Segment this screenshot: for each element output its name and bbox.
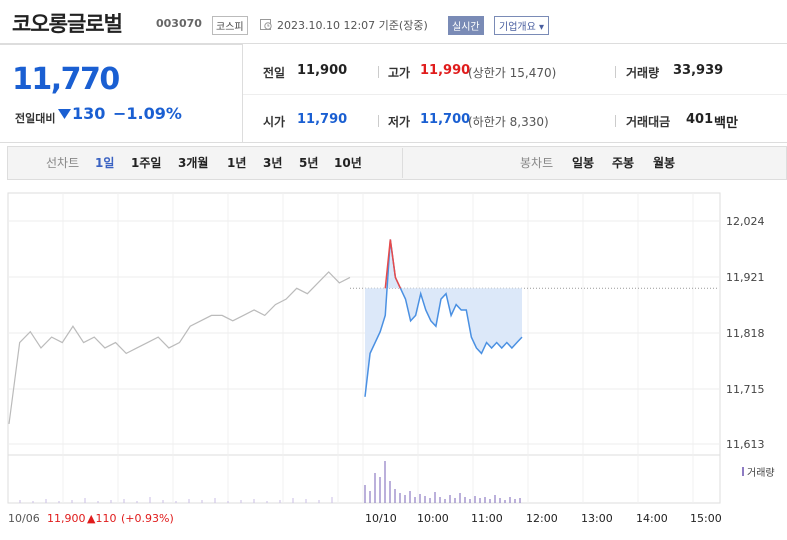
separator: [615, 115, 616, 127]
volume-legend-swatch: [742, 467, 744, 476]
open-label: 시가: [263, 115, 286, 129]
period-bar: [7, 146, 787, 180]
y-tick-label: 11,613: [726, 438, 765, 451]
x-tick-label: 11:00: [471, 512, 503, 525]
low-label: 저가: [388, 115, 411, 129]
x-tick-label: 10:00: [417, 512, 449, 525]
prev-close-value: 11,900: [297, 63, 348, 78]
volume-label: 거래량: [626, 66, 660, 80]
x-tick-label: 10/06: [8, 512, 40, 525]
lower-limit: (하한가 8,330): [468, 115, 549, 129]
high-label: 고가: [388, 66, 411, 80]
compare-label: 전일대비: [15, 112, 56, 125]
market-badge: 코스피: [212, 16, 248, 35]
period-daily-candle[interactable]: 일봉: [572, 156, 595, 170]
low-value: 11,700: [420, 112, 471, 127]
realtime-button[interactable]: 실시간: [448, 16, 484, 35]
separator: [378, 66, 379, 78]
company-overview-dropdown[interactable]: 기업개요 ▾: [494, 16, 549, 35]
volume-legend-label: 거래량: [747, 468, 775, 479]
volume-panel-border: [7, 454, 721, 504]
prev-day-line: [8, 271, 351, 425]
period-1day[interactable]: 1일: [95, 156, 115, 170]
prev-close-label: 전일: [263, 66, 286, 80]
y-tick-label: 11,818: [726, 327, 765, 340]
period-3year[interactable]: 3년: [263, 156, 283, 170]
timestamp: 2023.10.10 12:07 기준(장중): [277, 19, 428, 32]
prev-day-rate: (+0.93%): [121, 512, 174, 525]
y-tick-label: 11,921: [726, 271, 765, 284]
period-weekly-candle[interactable]: 주봉: [612, 156, 635, 170]
volume-legend: 거래량: [742, 464, 775, 479]
x-tick-label: 12:00: [526, 512, 558, 525]
prev-day-change: ▲110: [87, 512, 117, 525]
period-1week[interactable]: 1주일: [131, 156, 162, 170]
x-tick-label: 13:00: [581, 512, 613, 525]
amount-value: 401: [686, 112, 714, 127]
stock-code: 003070: [156, 17, 202, 30]
period-3month[interactable]: 3개월: [178, 156, 209, 170]
down-triangle-icon: [58, 109, 71, 119]
period-10year[interactable]: 10년: [334, 156, 362, 170]
stats-bottom-rule: [243, 142, 787, 143]
line-chart-label: 선차트: [46, 156, 80, 170]
price-chart: [7, 192, 721, 504]
today-area: [365, 239, 522, 397]
stock-name: 코오롱글로벌: [12, 12, 123, 36]
price-box: [0, 44, 243, 143]
upper-limit: (상한가 15,470): [468, 66, 557, 80]
high-value: 11,990: [420, 63, 471, 78]
period-monthly-candle[interactable]: 월봉: [653, 156, 676, 170]
period-5year[interactable]: 5년: [299, 156, 319, 170]
y-tick-label: 11,715: [726, 383, 765, 396]
change-rate: −1.09%: [113, 104, 182, 123]
amount-unit: 백만: [714, 116, 738, 131]
y-tick-label: 12,024: [726, 215, 765, 228]
current-price: 11,770: [12, 62, 120, 97]
volume-value: 33,939: [673, 63, 724, 78]
period-divider: [402, 148, 403, 178]
open-value: 11,790: [297, 112, 348, 127]
separator: [378, 115, 379, 127]
x-tick-label: 14:00: [636, 512, 668, 525]
clock-icon: [260, 19, 272, 30]
x-tick-label: 10/10: [365, 512, 397, 525]
amount-label: 거래대금: [626, 115, 671, 129]
prev-day-close: 11,900: [47, 512, 86, 525]
header-divider: [0, 43, 787, 44]
price-change: 130: [72, 104, 106, 123]
chart-border: [7, 192, 721, 456]
candle-chart-label: 봉차트: [520, 156, 554, 170]
separator: [615, 66, 616, 78]
today-line-above: [384, 239, 402, 289]
x-tick-label: 15:00: [690, 512, 722, 525]
period-1year[interactable]: 1년: [227, 156, 247, 170]
stats-divider: [243, 94, 787, 95]
